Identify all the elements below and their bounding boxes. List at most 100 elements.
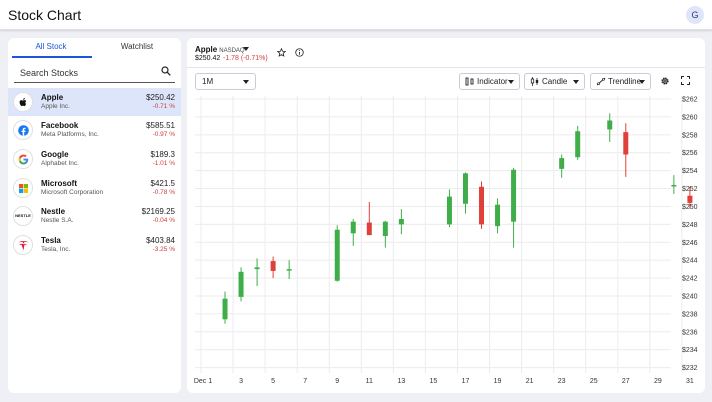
- candle-body: [334, 229, 340, 281]
- candle-body: [687, 195, 693, 203]
- indicator-button[interactable]: Indicator: [459, 73, 520, 90]
- stock-name: Tesla: [41, 236, 61, 245]
- x-tick-label: 19: [494, 378, 502, 385]
- symbol-name: Apple: [195, 45, 218, 54]
- indicator-label: Indicator: [477, 77, 508, 86]
- x-tick-label: 25: [590, 378, 598, 385]
- candle[interactable]: [222, 291, 228, 324]
- facebook-icon: [13, 120, 33, 140]
- candle-body: [350, 221, 356, 234]
- candle-body: [479, 186, 485, 225]
- x-tick-label: 27: [622, 378, 630, 385]
- candle[interactable]: [366, 201, 372, 236]
- x-tick-label: 5: [271, 378, 275, 385]
- trendline-icon: [596, 77, 606, 86]
- stock-row-tesla[interactable]: Tesla Tesla, Inc. $403.84 -3.25 %: [8, 231, 181, 259]
- y-tick-label: $248: [682, 222, 698, 229]
- range-select[interactable]: 1M: [195, 73, 256, 90]
- stock-name: Nestle: [41, 207, 66, 216]
- candle[interactable]: [559, 154, 565, 178]
- candle-body: [270, 261, 276, 271]
- search-icon[interactable]: [161, 66, 171, 76]
- microsoft-icon: [13, 178, 33, 198]
- x-tick-label: 29: [654, 378, 662, 385]
- y-tick-label: $260: [682, 114, 698, 121]
- candle-body: [238, 271, 244, 297]
- y-tick-label: $252: [682, 186, 698, 193]
- candle-body: [222, 298, 228, 320]
- x-tick-label: 11: [366, 378, 373, 385]
- stock-row-google[interactable]: Google Alphabet Inc. $189.3 -1.01 %: [8, 145, 181, 173]
- info-icon[interactable]: [295, 48, 304, 57]
- stock-company: Microsoft Corporation: [41, 189, 104, 196]
- gear-icon[interactable]: [660, 76, 670, 86]
- candle[interactable]: [607, 113, 613, 142]
- stock-company: Alphabet Inc.: [41, 160, 79, 167]
- fullscreen-icon[interactable]: [681, 76, 690, 85]
- candle[interactable]: [398, 209, 404, 235]
- y-tick-label: $250: [682, 204, 698, 211]
- stock-row-nestle[interactable]: NESTLE Nestle Nestle S.A. $2169.25 -0.04…: [8, 202, 181, 230]
- avatar[interactable]: G: [686, 6, 704, 24]
- candle[interactable]: [334, 225, 340, 282]
- symbol-selector[interactable]: Apple NASDAQ: [195, 45, 245, 54]
- candle[interactable]: [575, 125, 581, 160]
- candle[interactable]: [446, 189, 452, 228]
- chevron-down-icon: [573, 80, 579, 84]
- stock-change: -0.04 %: [152, 217, 175, 224]
- stock-row-microsoft[interactable]: Microsoft Microsoft Corporation $421.5 -…: [8, 174, 181, 202]
- star-icon[interactable]: [277, 48, 286, 57]
- candle[interactable]: [511, 167, 517, 248]
- trendline-label: Trendline: [608, 77, 642, 86]
- top-bar: Stock Chart G: [0, 0, 712, 30]
- x-tick-label: 15: [430, 378, 438, 385]
- candle[interactable]: [495, 198, 501, 234]
- header-divider: [187, 67, 705, 68]
- stock-change: -0.71 %: [152, 103, 175, 110]
- candle[interactable]: [462, 172, 468, 214]
- candlestick-chart[interactable]: $262 $260 $258 $256 $254 $252 $250 $248 $246 $244…: [187, 94, 705, 393]
- stock-row-facebook[interactable]: Facebook Meta Platforms, Inc. $585.51 -0…: [8, 116, 181, 144]
- stock-company: Apple Inc.: [41, 103, 70, 110]
- candle[interactable]: [671, 175, 677, 194]
- x-tick-label: 9: [335, 378, 339, 385]
- nestle-logo: NESTLE: [13, 206, 33, 226]
- candle-body: [671, 184, 677, 187]
- trendline-button[interactable]: Trendline: [590, 73, 651, 90]
- active-tab-indicator: [12, 56, 92, 58]
- candle[interactable]: [286, 260, 292, 279]
- tab-watchlist[interactable]: Watchlist: [120, 42, 154, 51]
- stock-list-panel: All Stock Watchlist Search Stocks Apple …: [8, 38, 181, 393]
- symbol-exchange: NASDAQ: [219, 48, 245, 54]
- chart-type-select[interactable]: Candle: [524, 73, 585, 90]
- chart-type-label: Candle: [542, 77, 568, 86]
- candle-icon: [530, 77, 539, 86]
- candle-body: [495, 204, 501, 227]
- y-axis: $262 $260 $258 $256 $254 $252 $250 $248 $246 $244…: [682, 97, 698, 373]
- stock-name: Google: [41, 150, 69, 159]
- y-tick-label: $232: [682, 365, 698, 372]
- x-tick-label: 17: [462, 378, 470, 385]
- candle[interactable]: [623, 123, 629, 177]
- x-tick-label: 21: [526, 378, 534, 385]
- tab-all-stock[interactable]: All Stock: [35, 42, 67, 51]
- y-tick-label: $244: [682, 258, 698, 265]
- candle[interactable]: [350, 218, 356, 246]
- chevron-down-icon: [243, 80, 249, 84]
- y-tick-label: $246: [682, 240, 698, 247]
- x-tick-label: 3: [239, 378, 243, 385]
- candle[interactable]: [479, 181, 485, 229]
- candle[interactable]: [238, 267, 244, 302]
- stock-row-apple[interactable]: Apple Apple Inc. $250.42 -0.71 %: [8, 88, 181, 116]
- chevron-down-icon: [508, 80, 514, 84]
- search-placeholder: Search Stocks: [20, 68, 79, 78]
- candle[interactable]: [382, 220, 388, 248]
- search-input[interactable]: Search Stocks: [14, 63, 175, 83]
- candle-body: [511, 169, 517, 222]
- chevron-down-icon: [639, 80, 645, 84]
- candle[interactable]: [687, 186, 693, 209]
- candle[interactable]: [270, 256, 276, 279]
- stock-company: Nestle S.A.: [41, 217, 74, 224]
- candle[interactable]: [254, 258, 260, 287]
- chevron-down-icon[interactable]: [243, 47, 249, 51]
